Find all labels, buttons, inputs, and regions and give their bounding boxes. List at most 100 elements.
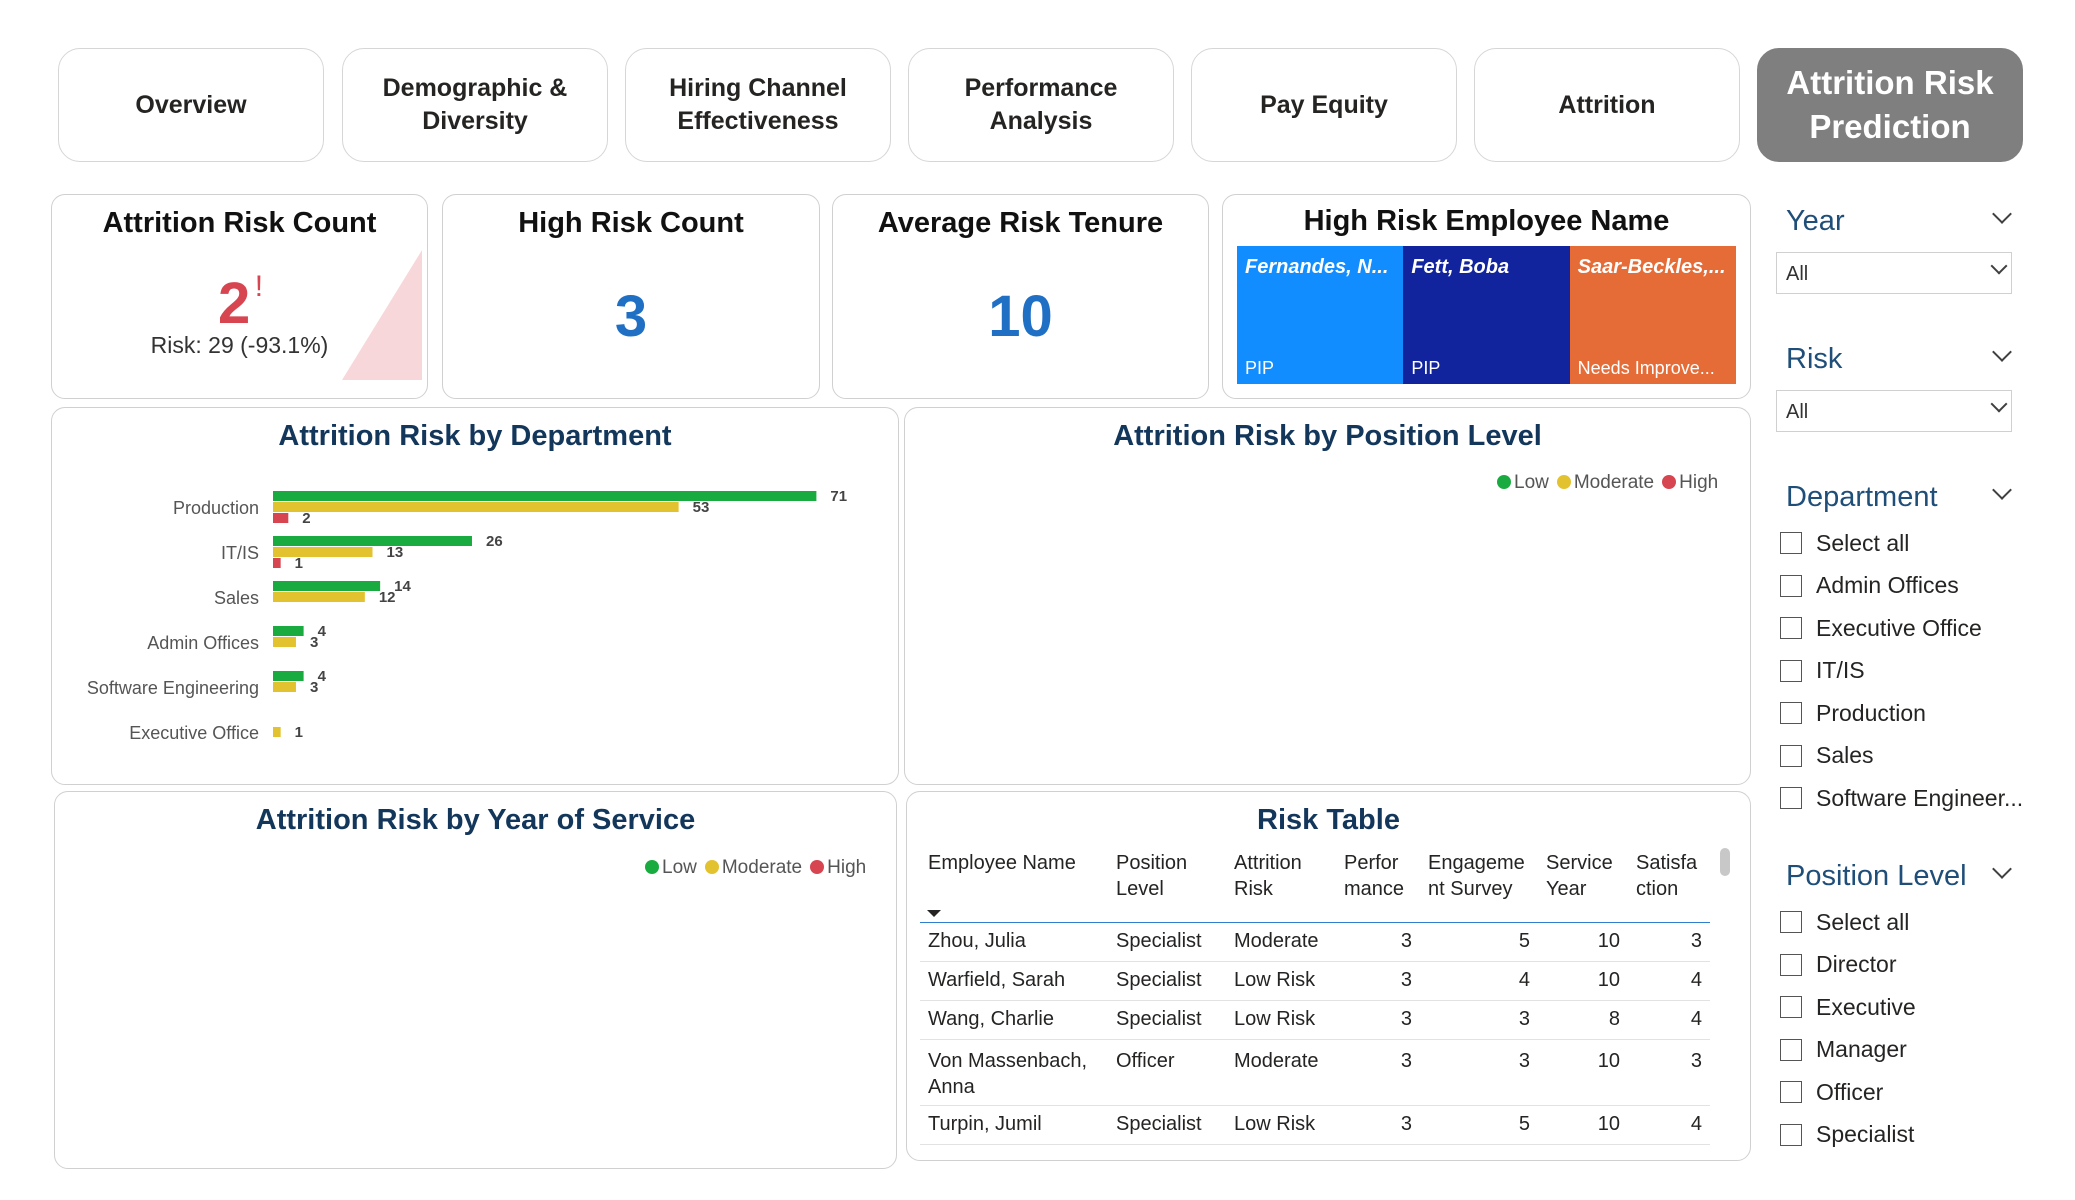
table-cell: 4 bbox=[1628, 961, 1710, 1001]
tab-attrition-risk-prediction[interactable]: Attrition Risk Prediction bbox=[1757, 48, 2023, 162]
checkbox-icon[interactable] bbox=[1780, 911, 1802, 933]
slicer-option[interactable]: Officer bbox=[1780, 1077, 1883, 1107]
dept-bar[interactable] bbox=[273, 513, 289, 523]
table-header-cell[interactable]: Engageme nt Survey bbox=[1420, 842, 1538, 923]
slicer-option[interactable]: Manager bbox=[1780, 1035, 1907, 1065]
checkbox-icon[interactable] bbox=[1780, 744, 1802, 767]
legend-high[interactable]: High bbox=[810, 857, 866, 879]
dept-bar-label: 3 bbox=[310, 634, 318, 651]
legend-moderate[interactable]: Moderate bbox=[1556, 472, 1654, 494]
slicer-option[interactable]: Software Engineer... bbox=[1780, 783, 2023, 813]
table-cell: Specialist bbox=[1108, 1105, 1226, 1145]
tab-attrition[interactable]: Attrition bbox=[1474, 48, 1740, 162]
table-row[interactable]: Turpin, Jumil Specialist Low Risk 3 5 10 4 bbox=[920, 1105, 1710, 1145]
slicer-option[interactable]: IT/IS bbox=[1780, 656, 1865, 686]
table-cell: 4 bbox=[1628, 1105, 1710, 1145]
table-row[interactable]: Warfield, Sarah Specialist Low Risk 3 4 10 4 bbox=[920, 961, 1710, 1001]
dept-category-label: Admin Offices bbox=[147, 633, 259, 653]
table-header-cell[interactable]: Service Year bbox=[1538, 842, 1628, 923]
checkbox-icon[interactable] bbox=[1780, 996, 1802, 1018]
dept-bar[interactable] bbox=[273, 581, 381, 591]
kpi-subtext: Risk: 29 (-93.1%) bbox=[150, 332, 329, 358]
slicer-department-label: Department bbox=[1786, 481, 1938, 513]
slicer-option[interactable]: Executive bbox=[1780, 992, 1916, 1022]
risk-dropdown[interactable]: All bbox=[1776, 390, 2012, 432]
checkbox-icon[interactable] bbox=[1780, 787, 1802, 809]
legend-moderate[interactable]: Moderate bbox=[704, 857, 802, 879]
table-header-cell[interactable]: Attrition Risk bbox=[1226, 842, 1336, 923]
checkbox-icon[interactable] bbox=[1780, 1081, 1802, 1103]
slicer-option-label: Officer bbox=[1816, 1078, 1884, 1105]
kpi-average-risk-tenure: Average Risk Tenure 10 bbox=[832, 194, 1209, 399]
alert-icon: ! bbox=[254, 270, 264, 303]
legend-low[interactable]: Low bbox=[1497, 472, 1549, 494]
checkbox-icon[interactable] bbox=[1780, 532, 1802, 554]
year-dropdown[interactable]: All bbox=[1776, 252, 2012, 294]
table-cell: Low Risk bbox=[1226, 961, 1336, 1001]
slicer-option[interactable]: Admin Offices bbox=[1780, 571, 1959, 601]
table-scrollbar[interactable] bbox=[1720, 848, 1730, 876]
table-row[interactable]: Von Massenbach, Anna Officer Moderate 3 3 10 3 bbox=[920, 1039, 1710, 1106]
table-cell: 3 bbox=[1336, 1000, 1420, 1040]
slicer-option[interactable]: Specialist bbox=[1780, 1120, 1914, 1150]
slicer-option-label: Production bbox=[1816, 699, 1926, 726]
chart-title: Attrition Risk by Position Level bbox=[1113, 420, 1542, 452]
slicer-option[interactable]: Select all bbox=[1780, 907, 1909, 937]
legend-high[interactable]: High bbox=[1662, 472, 1718, 494]
checkbox-icon[interactable] bbox=[1780, 1038, 1802, 1061]
dept-bar[interactable] bbox=[273, 682, 296, 692]
dept-bar[interactable] bbox=[273, 592, 365, 602]
dept-category-label: IT/IS bbox=[221, 543, 259, 563]
checkbox-icon[interactable] bbox=[1780, 953, 1802, 976]
legend-low[interactable]: Low bbox=[645, 857, 697, 879]
tab-demographic-diversity[interactable]: Demographic & Diversity bbox=[342, 48, 608, 162]
table-cell: 10 bbox=[1538, 1105, 1628, 1145]
treemap-tile-status: PIP bbox=[1245, 358, 1275, 378]
treemap-tile[interactable]: Fett, Boba PIP bbox=[1403, 246, 1570, 384]
slicer-option-label: Select all bbox=[1816, 908, 1910, 935]
checkbox-icon[interactable] bbox=[1780, 659, 1802, 682]
dept-bar-label: 4 bbox=[318, 623, 327, 640]
slicer-option[interactable]: Select all bbox=[1780, 528, 1909, 558]
checkbox-icon[interactable] bbox=[1780, 574, 1802, 597]
table-header-cell[interactable]: Position Level bbox=[1108, 842, 1226, 923]
table-cell: 10 bbox=[1538, 922, 1628, 962]
tab-performance-analysis[interactable]: Performance Analysis bbox=[908, 48, 1174, 162]
table-header-cell[interactable]: Satisfa ction bbox=[1628, 842, 1710, 923]
checkbox-icon[interactable] bbox=[1780, 617, 1802, 639]
dept-bar[interactable] bbox=[273, 727, 281, 737]
checkbox-icon[interactable] bbox=[1780, 1123, 1802, 1146]
slicer-option[interactable]: Production bbox=[1780, 698, 1926, 728]
dept-bar[interactable] bbox=[273, 637, 296, 647]
table-header-cell[interactable]: Employee Name bbox=[920, 842, 1108, 923]
slicer-option[interactable]: Sales bbox=[1780, 741, 1874, 771]
dept-bar[interactable] bbox=[273, 671, 304, 681]
dept-bar[interactable] bbox=[273, 502, 679, 512]
dept-category-label: Production bbox=[173, 498, 259, 518]
tab-overview[interactable]: Overview bbox=[58, 48, 324, 162]
dept-bar[interactable] bbox=[273, 536, 472, 546]
treemap-tile[interactable]: Fernandes, N... PIP bbox=[1237, 246, 1404, 384]
kpi-value: 10 bbox=[988, 284, 1053, 349]
dept-bar-label: 3 bbox=[310, 679, 318, 696]
table-header-cell[interactable]: Perfor mance bbox=[1336, 842, 1420, 923]
checkbox-icon[interactable] bbox=[1780, 702, 1802, 724]
table-cell: 5 bbox=[1420, 1105, 1538, 1145]
dept-bar[interactable] bbox=[273, 626, 304, 636]
treemap-tile[interactable]: Saar-Beckles,... Needs Improve... bbox=[1569, 246, 1736, 384]
tab-pay-equity[interactable]: Pay Equity bbox=[1191, 48, 1457, 162]
dept-bar[interactable] bbox=[273, 558, 281, 568]
table-row[interactable]: Wang, Charlie Specialist Low Risk 3 3 8 4 bbox=[920, 1000, 1710, 1040]
slicer-option-label: Executive Office bbox=[1816, 614, 1982, 641]
position-legend: Low Moderate High bbox=[1497, 472, 1718, 494]
table-cell: 8 bbox=[1538, 1000, 1628, 1040]
slicer-option[interactable]: Executive Office bbox=[1780, 613, 1982, 643]
slicer-option[interactable]: Director bbox=[1780, 950, 1897, 980]
tab-hiring-channel[interactable]: Hiring Channel Effectiveness bbox=[625, 48, 891, 162]
table-row[interactable]: Zhou, Julia Specialist Moderate 3 5 10 3 bbox=[920, 922, 1710, 962]
table-cell: 10 bbox=[1538, 961, 1628, 1001]
dept-bar[interactable] bbox=[273, 547, 373, 557]
chart-card-year-of-service: Attrition Risk by Year of Service bbox=[54, 791, 897, 1169]
dept-bar[interactable] bbox=[273, 491, 817, 501]
table-cell: 3 bbox=[1336, 1105, 1420, 1145]
